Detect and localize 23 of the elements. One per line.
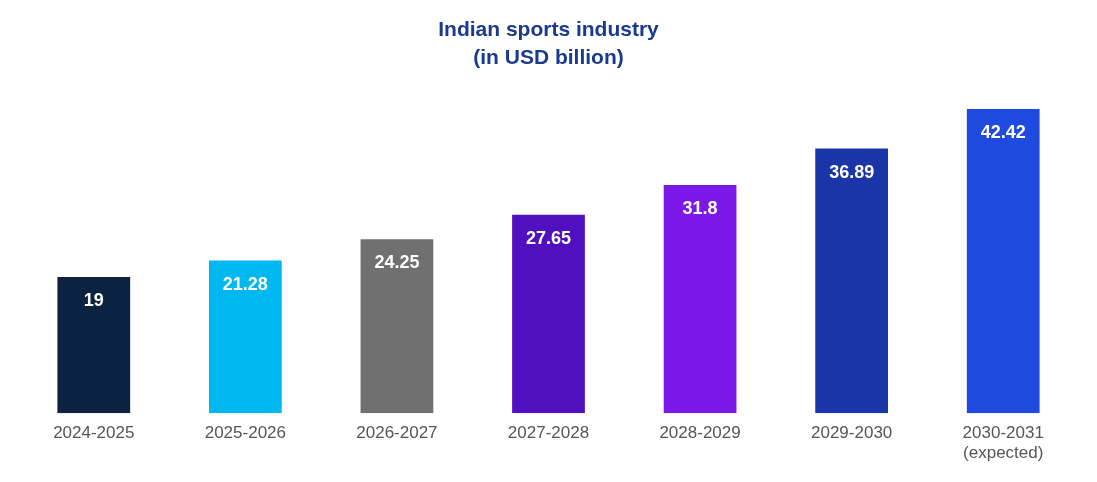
- x-tick-label: 2030-2031 (expected): [962, 423, 1044, 463]
- bar: [208, 260, 282, 414]
- data-label: 24.25: [374, 252, 420, 273]
- x-tick-label: 2024-2025: [53, 423, 135, 443]
- data-label: 21.28: [222, 273, 268, 294]
- bar: [360, 239, 434, 414]
- data-label: 36.89: [829, 161, 875, 182]
- chart-subtitle: (in USD billion): [473, 44, 624, 68]
- x-tick-label: 2026-2027: [356, 423, 438, 443]
- x-tick-label: 2027-2028: [507, 423, 590, 443]
- bar: [966, 108, 1040, 414]
- x-tick-label: 2028-2029: [659, 423, 741, 443]
- x-tick-label: 2029-2030: [810, 423, 893, 443]
- bar: [663, 185, 737, 414]
- bar: [57, 276, 131, 414]
- bar: [512, 214, 585, 414]
- x-tick-label: 2025-2026: [204, 423, 287, 443]
- data-label: 42.42: [980, 121, 1026, 142]
- chart-title: Indian sports industry: [438, 17, 660, 41]
- bar: [815, 148, 889, 414]
- data-label: 31.8: [682, 198, 718, 219]
- data-label: 27.65: [525, 227, 572, 248]
- data-label: 19: [83, 289, 104, 310]
